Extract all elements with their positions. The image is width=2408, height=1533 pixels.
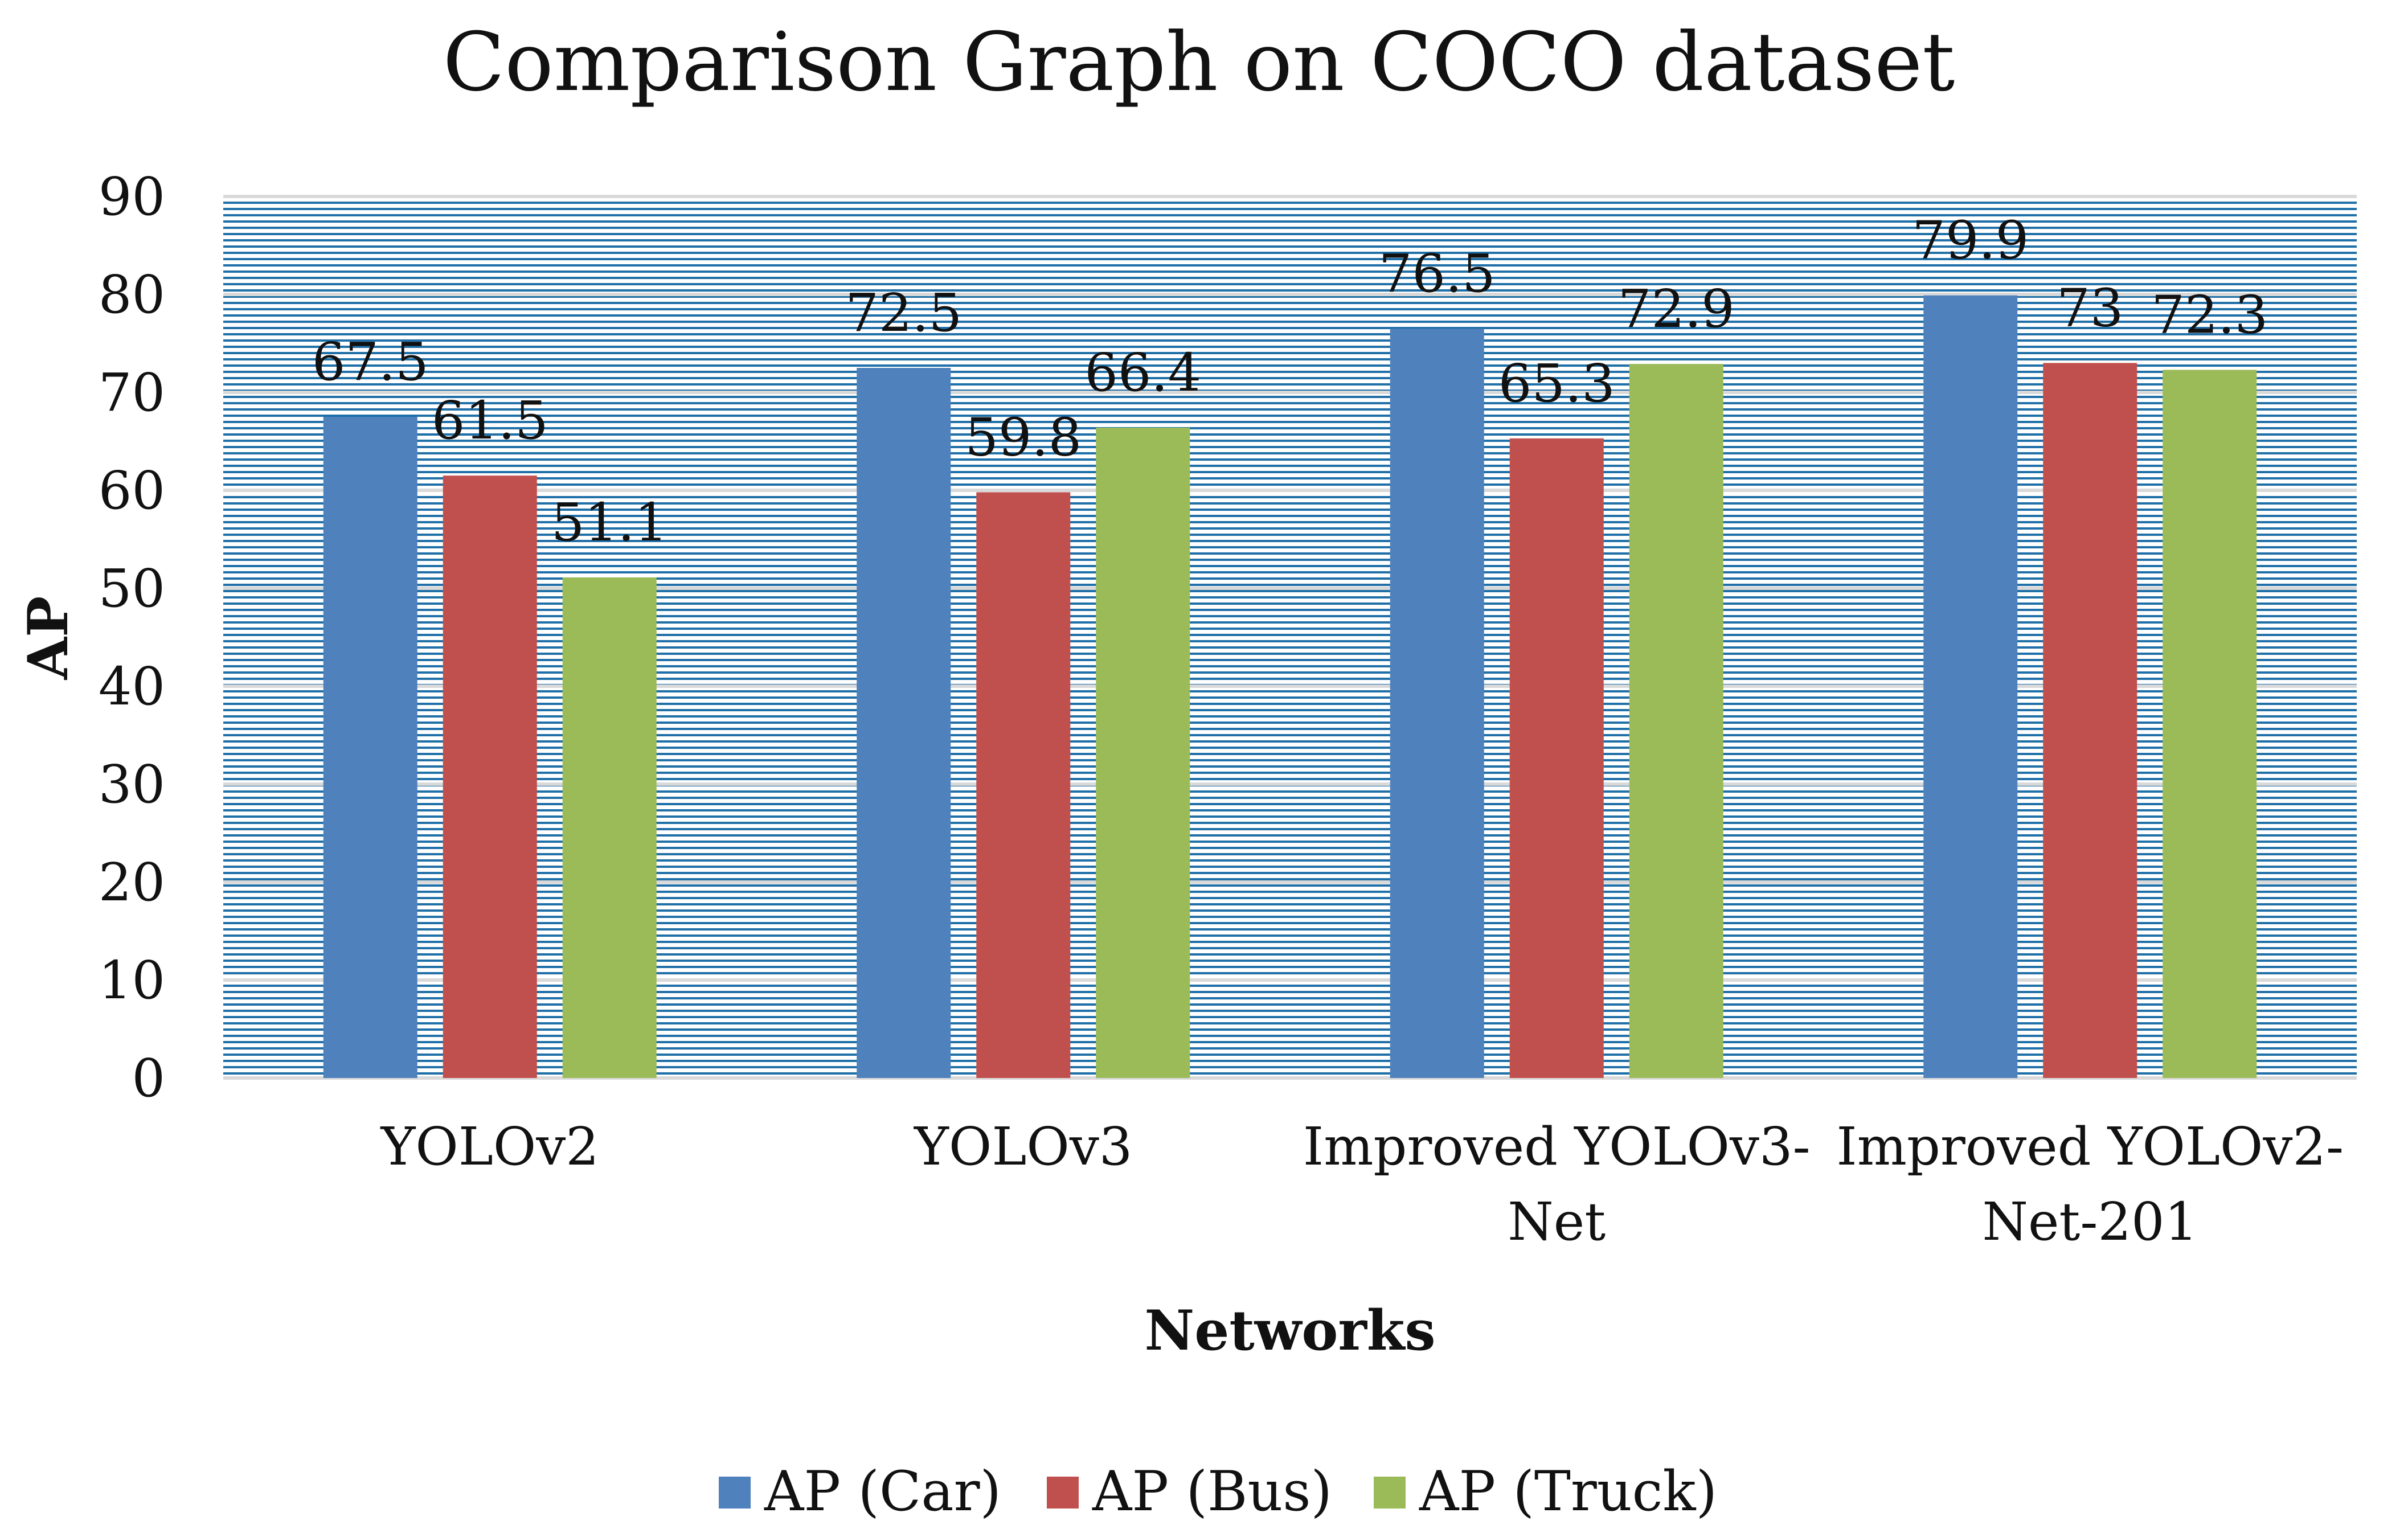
value-label: 51.1 (551, 492, 668, 553)
legend-label: AP (Car) (764, 1460, 1001, 1523)
y-tick-label: 60 (99, 460, 165, 521)
y-axis-ticks: 0 10 20 30 40 50 60 70 80 90 (99, 166, 165, 1109)
value-label: 73 (2057, 277, 2123, 338)
bar (1923, 295, 2018, 1078)
y-tick-label: 20 (99, 852, 165, 913)
value-label: 59.8 (965, 407, 1082, 468)
value-label: 72.3 (2151, 284, 2268, 345)
bar (1390, 329, 1484, 1079)
bar (1096, 427, 1190, 1079)
value-labels: 67.561.551.1 72.5 59.866.4 76.565.372.9 79.9… (312, 210, 2268, 553)
bar (562, 577, 657, 1078)
legend-swatch (719, 1477, 751, 1509)
legend-swatch (1374, 1477, 1406, 1509)
y-tick-label: 30 (99, 754, 165, 815)
value-label: 72.5 (845, 282, 962, 343)
value-label: 66.4 (1084, 342, 1201, 403)
y-axis-title: AP (16, 596, 80, 681)
y-tick-label: 10 (99, 950, 165, 1011)
legend-label: AP (Truck) (1419, 1460, 1717, 1523)
y-tick-label: 50 (99, 558, 165, 619)
y-tick-label: 70 (99, 362, 165, 423)
bar (1509, 438, 1604, 1078)
value-label: 65.3 (1498, 353, 1615, 414)
value-label: 79.9 (1912, 210, 2029, 271)
bar (443, 476, 537, 1079)
x-category-label: Improved YOLOv3-Net (1303, 1116, 1811, 1252)
bar (2163, 370, 2257, 1079)
chart-title: Comparison Graph on COCO dataset (443, 15, 1955, 109)
value-label: 72.9 (1618, 278, 1735, 339)
bar (1629, 364, 1723, 1078)
legend-label: AP (Bus) (1092, 1460, 1332, 1523)
x-axis-categories: YOLOv2 YOLOv3 Improved YOLOv3-NetImproved … (380, 1116, 2344, 1252)
bar (323, 417, 417, 1078)
value-label: 67.5 (312, 331, 429, 392)
value-label: 61.5 (432, 390, 548, 451)
bar (857, 368, 951, 1078)
bar (2043, 363, 2137, 1078)
x-category-label: YOLOv2 (380, 1116, 599, 1177)
y-tick-label: 40 (99, 656, 165, 717)
bars (323, 295, 2257, 1079)
x-axis-title: Networks (1145, 1298, 1436, 1363)
value-label: 76.5 (1379, 243, 1496, 304)
y-tick-label: 90 (99, 166, 165, 227)
y-tick-label: 80 (99, 264, 165, 325)
x-category-label: Improved YOLOv2-Net-201 (1836, 1116, 2344, 1252)
legend-swatch (1047, 1477, 1079, 1509)
bar (976, 492, 1071, 1079)
y-tick-label: 0 (132, 1048, 165, 1109)
x-category-label: YOLOv3 (913, 1116, 1132, 1177)
legend: AP (Car) AP (Bus) AP (Truck) (719, 1460, 1717, 1523)
